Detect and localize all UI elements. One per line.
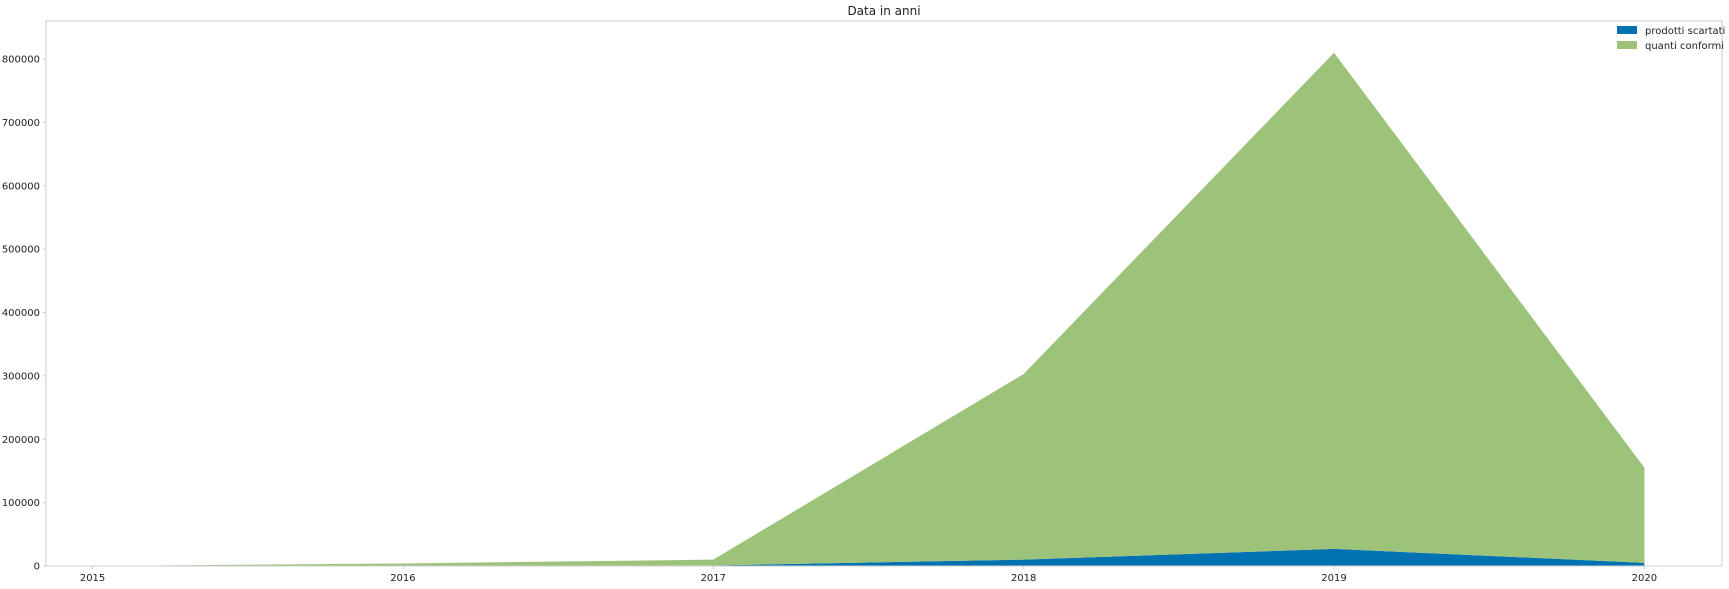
legend: prodotti scartati quanti conformi xyxy=(1617,26,1725,52)
chart-title: Data in anni xyxy=(847,4,920,18)
y-tick-label: 400000 xyxy=(2,308,40,319)
x-tick-label: 2020 xyxy=(1632,573,1657,584)
y-tick-label: 100000 xyxy=(2,498,40,509)
x-tick-label: 2019 xyxy=(1321,573,1346,584)
y-tick-label: 600000 xyxy=(2,181,40,192)
area-series-group xyxy=(92,52,1645,566)
plot-frame xyxy=(45,20,1723,567)
y-tick-label: 200000 xyxy=(2,435,40,446)
x-axis: 2015 2016 2017 2018 2019 2020 xyxy=(80,566,1657,584)
legend-swatch xyxy=(1617,26,1637,34)
y-tick-label: 300000 xyxy=(2,371,40,382)
area-prodotti-scartati xyxy=(92,548,1645,566)
area-quanti-conformi xyxy=(92,52,1645,566)
y-axis: 0 100000 200000 300000 400000 500000 600000 700… xyxy=(2,55,46,573)
x-tick-label: 2018 xyxy=(1011,573,1036,584)
y-tick-label: 0 xyxy=(34,562,40,573)
legend-swatch xyxy=(1617,41,1637,49)
y-tick-label: 700000 xyxy=(2,118,40,129)
x-tick-label: 2016 xyxy=(390,573,415,584)
legend-label: quanti conformi xyxy=(1645,41,1724,52)
x-tick-label: 2015 xyxy=(80,573,105,584)
y-tick-label: 800000 xyxy=(2,55,40,66)
y-tick-label: 500000 xyxy=(2,245,40,256)
legend-label: prodotti scartati xyxy=(1645,26,1725,37)
x-tick-label: 2017 xyxy=(701,573,726,584)
